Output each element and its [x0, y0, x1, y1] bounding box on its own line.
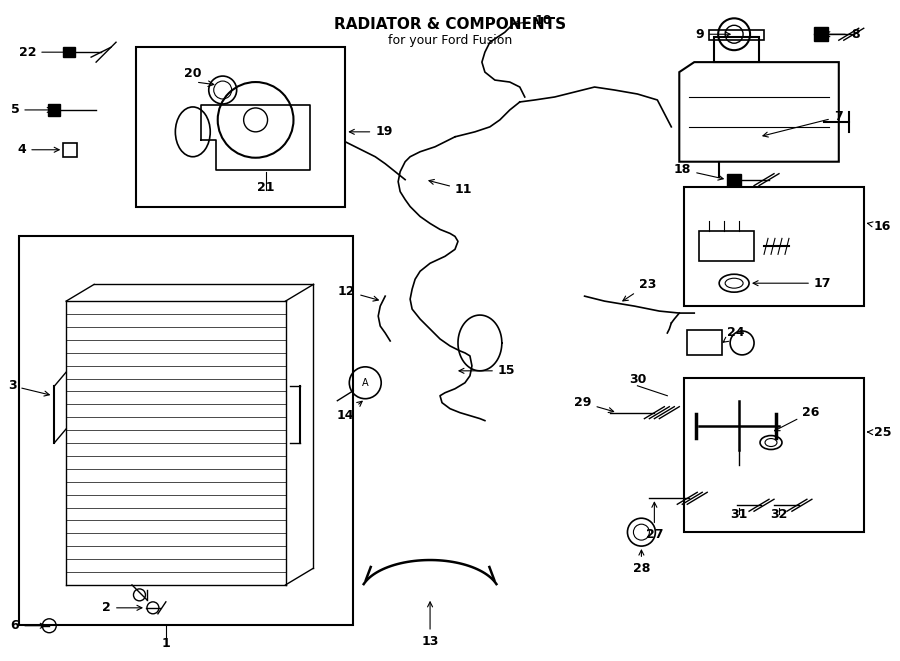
Text: 23: 23 — [623, 278, 656, 301]
Text: 13: 13 — [421, 602, 438, 648]
Bar — [136, 47, 346, 206]
Text: 31: 31 — [731, 508, 748, 522]
Text: 8: 8 — [825, 28, 860, 41]
Text: 18: 18 — [674, 163, 724, 180]
Text: 24: 24 — [724, 327, 744, 342]
Bar — [727, 174, 741, 186]
Text: 12: 12 — [338, 285, 378, 301]
Bar — [699, 231, 754, 261]
Text: 14: 14 — [337, 401, 362, 422]
Text: 11: 11 — [429, 180, 472, 196]
Text: 25: 25 — [868, 426, 891, 439]
Text: 7: 7 — [763, 110, 842, 137]
Text: 16: 16 — [868, 220, 891, 233]
Text: 26: 26 — [775, 406, 820, 431]
Text: 6: 6 — [11, 619, 45, 633]
Bar — [63, 143, 77, 157]
Bar — [19, 237, 354, 625]
Bar — [709, 30, 764, 40]
Text: 29: 29 — [574, 396, 614, 412]
Bar — [63, 47, 76, 57]
Text: 20: 20 — [184, 67, 202, 80]
Text: 32: 32 — [770, 508, 788, 522]
Text: 3: 3 — [8, 379, 50, 396]
Text: for your Ford Fusion: for your Ford Fusion — [388, 34, 512, 47]
Text: 1: 1 — [161, 637, 170, 650]
Text: 21: 21 — [256, 180, 274, 194]
Bar — [684, 186, 864, 306]
Text: 19: 19 — [349, 126, 392, 138]
Bar — [49, 104, 60, 116]
Text: 17: 17 — [753, 277, 832, 290]
Text: 22: 22 — [19, 46, 69, 59]
Text: 15: 15 — [459, 364, 516, 377]
Text: 9: 9 — [696, 28, 730, 41]
Text: 30: 30 — [629, 373, 646, 386]
Text: 5: 5 — [11, 103, 52, 116]
Text: RADIATOR & COMPONENTS: RADIATOR & COMPONENTS — [334, 17, 566, 32]
Bar — [684, 378, 864, 532]
Text: 28: 28 — [633, 550, 650, 575]
Text: 27: 27 — [645, 502, 663, 541]
Text: 10: 10 — [514, 14, 553, 27]
Text: 4: 4 — [18, 143, 59, 156]
Bar — [715, 37, 759, 62]
Bar — [814, 27, 828, 41]
Text: 2: 2 — [103, 602, 142, 614]
Text: A: A — [362, 378, 369, 388]
Bar — [688, 330, 722, 355]
